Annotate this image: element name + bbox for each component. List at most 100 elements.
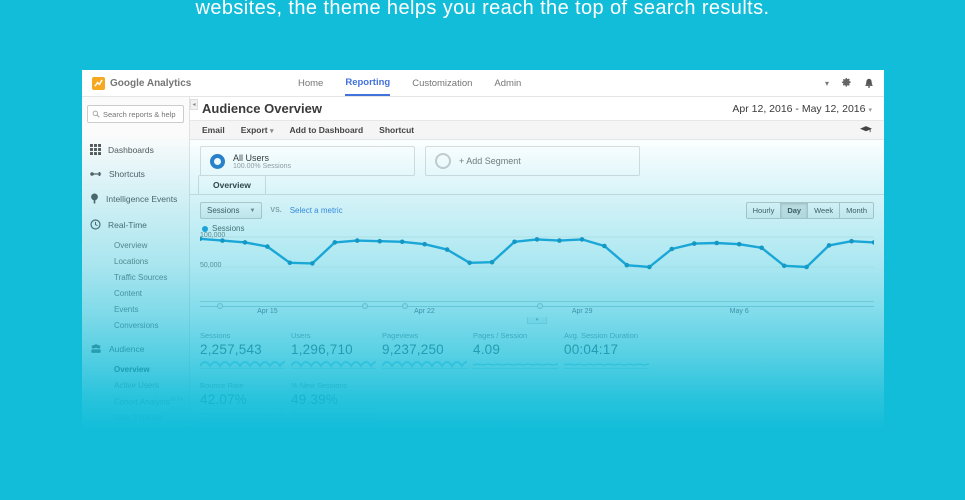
chart-point[interactable]	[444, 247, 450, 252]
sessions-legend-dot-icon	[202, 225, 208, 232]
granularity-month-button[interactable]: Month	[839, 203, 873, 218]
audience-people-icon	[90, 344, 102, 354]
add-segment-label: + Add Segment	[459, 156, 521, 166]
chart-point[interactable]	[826, 243, 832, 248]
chart-point[interactable]	[310, 261, 315, 266]
chart-point[interactable]	[579, 237, 585, 242]
sidebar-item-intelligence-events[interactable]: Intelligence Events	[87, 186, 184, 212]
chart-point[interactable]	[354, 238, 360, 243]
add-segment-button[interactable]: + Add Segment	[425, 146, 640, 176]
sidebar-subitem-aud-overview[interactable]: Overview	[114, 364, 150, 374]
select-metric-link[interactable]: Select a metric	[289, 206, 343, 215]
chart-point[interactable]	[602, 243, 607, 249]
granularity-hourly-button[interactable]: Hourly	[746, 203, 781, 218]
sidebar-item-label: Real-Time	[108, 219, 147, 230]
chart-point[interactable]	[265, 244, 270, 249]
chart-point[interactable]	[489, 259, 495, 265]
chart-point[interactable]	[377, 238, 383, 244]
chevron-down-icon: ▾	[269, 128, 274, 135]
bounce-rate-sparkline	[200, 407, 285, 419]
pie-legend: Returning Visitor New Visitor	[710, 428, 870, 430]
chart-point[interactable]	[422, 241, 427, 247]
chart-point[interactable]	[781, 263, 787, 269]
annotation-marker[interactable]	[402, 303, 409, 309]
annotation-marker[interactable]	[537, 303, 543, 309]
sidebar: Dashboards Shortcuts Intelligence Events…	[82, 97, 190, 430]
sessions-sparkline	[200, 357, 285, 369]
settings-gear-icon[interactable]	[841, 77, 852, 89]
chart-point[interactable]	[691, 241, 697, 246]
granularity-week-button[interactable]: Week	[807, 203, 840, 218]
sidebar-subitem-active-users[interactable]: Active Users	[114, 380, 159, 390]
page-title: Audience Overview	[202, 101, 322, 116]
chart-point[interactable]	[467, 260, 472, 266]
chart-point[interactable]	[287, 260, 293, 266]
insights-icon[interactable]	[860, 126, 872, 134]
shortcut-button[interactable]: Shortcut	[379, 125, 415, 135]
chart-point[interactable]	[332, 240, 338, 245]
sidebar-subitem-content[interactable]: Content	[114, 288, 143, 298]
chart-point[interactable]	[849, 238, 854, 244]
chart-point[interactable]	[399, 239, 405, 245]
chart-point[interactable]	[242, 240, 248, 245]
chart-point[interactable]	[804, 264, 809, 270]
notifications-bell-icon[interactable]	[864, 78, 874, 89]
chart-point[interactable]	[714, 240, 720, 246]
metric-pageviews: Pageviews 9,237,250	[382, 331, 467, 369]
chart-legend: Sessions	[190, 221, 884, 235]
metric-select-dropdown[interactable]: Sessions ▼	[200, 202, 263, 219]
account-dropdown-caret-icon[interactable]: ▾	[824, 78, 829, 88]
pages-session-sparkline	[473, 357, 558, 369]
nav-admin[interactable]: Admin	[494, 77, 522, 89]
tab-overview[interactable]: Overview	[198, 175, 266, 194]
shortcuts-key-icon	[90, 170, 102, 178]
nav-customization[interactable]: Customization	[412, 77, 473, 89]
chart-x-axis: Apr 15 Apr 22 Apr 29 May 6 ▾	[200, 301, 874, 324]
main-content: Audience Overview Apr 12, 2016 - May 12,…	[190, 97, 884, 430]
analytics-window: Google Analytics Home Reporting Customiz…	[82, 70, 884, 430]
nav-reporting[interactable]: Reporting	[345, 70, 391, 96]
sidebar-collapse-handle[interactable]: ◂	[190, 99, 198, 110]
nav-home[interactable]: Home	[298, 77, 324, 89]
sidebar-subitem-conversions[interactable]: Conversions	[114, 320, 159, 330]
chart-point[interactable]	[624, 262, 630, 268]
legend-new-visitor: New Visitor	[822, 428, 870, 430]
sidebar-subitem-traffic-sources[interactable]: Traffic Sources	[114, 272, 168, 282]
annotation-marker[interactable]	[361, 303, 368, 309]
real-time-subitems: Overview Locations Traffic Sources Conte…	[114, 237, 184, 333]
sidebar-subitem-rt-overview[interactable]: Overview	[114, 240, 148, 250]
chart-point[interactable]	[759, 245, 764, 251]
add-segment-ring-icon	[435, 153, 451, 169]
sidebar-subitem-events[interactable]: Events	[114, 304, 139, 314]
sidebar-subitem-cohort-analysis[interactable]: Cohort AnalysisBETA	[114, 396, 184, 407]
google-analytics-logo[interactable]: Google Analytics	[92, 76, 262, 90]
search-input[interactable]	[103, 109, 179, 119]
annotation-marker[interactable]	[216, 303, 223, 309]
x-axis-tick: Apr 29	[571, 308, 593, 315]
date-range-selector[interactable]: Apr 12, 2016 - May 12, 2016 ▾	[732, 102, 872, 115]
sidebar-item-audience[interactable]: Audience	[87, 337, 184, 361]
sidebar-item-shortcuts[interactable]: Shortcuts	[87, 162, 184, 186]
chart-point[interactable]	[647, 264, 652, 270]
export-button[interactable]: Export ▾	[240, 125, 274, 135]
granularity-day-button[interactable]: Day	[780, 203, 808, 218]
chart-point[interactable]	[557, 238, 562, 243]
chart-point[interactable]	[669, 246, 675, 252]
sidebar-search[interactable]	[87, 105, 184, 123]
chart-point[interactable]	[512, 239, 517, 245]
add-to-dashboard-button[interactable]: Add to Dashboard	[289, 125, 364, 135]
annotations-collapse-button[interactable]: ▾	[527, 317, 547, 324]
chart-point[interactable]	[736, 241, 742, 247]
dashboards-grid-icon	[90, 144, 101, 155]
sidebar-item-real-time[interactable]: Real-Time	[87, 212, 184, 237]
top-nav: Home Reporting Customization Admin	[298, 70, 521, 96]
sidebar-subitem-locations[interactable]: Locations	[114, 256, 149, 266]
email-button[interactable]: Email	[202, 125, 225, 135]
segment-all-users[interactable]: All Users 100.00% Sessions	[200, 146, 415, 176]
sidebar-subitem-demographics[interactable]: Demographics	[114, 426, 184, 430]
chart-point[interactable]	[534, 237, 540, 242]
sidebar-subitem-user-explorer[interactable]: User Explorer	[114, 413, 163, 423]
sidebar-item-dashboards[interactable]: Dashboards	[87, 137, 184, 162]
users-sparkline	[291, 357, 376, 369]
avg-duration-sparkline	[564, 357, 649, 369]
